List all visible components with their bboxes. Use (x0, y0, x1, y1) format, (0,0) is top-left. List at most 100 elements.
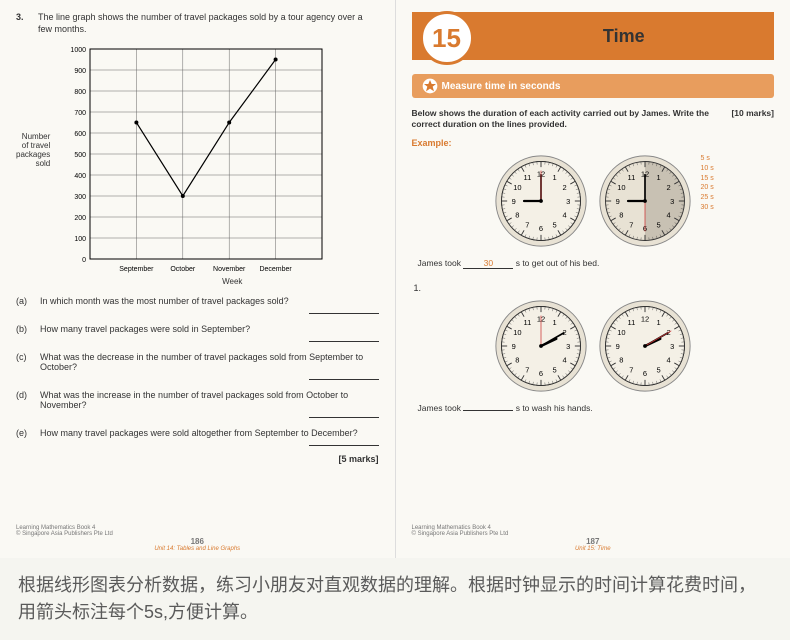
svg-text:600: 600 (75, 131, 87, 138)
chapter-header: 15 Time (412, 12, 775, 60)
svg-text:4: 4 (666, 211, 670, 220)
page-footer-right: Learning Mathematics Book 4 © Singapore … (412, 525, 775, 552)
subq-text: What was the decrease in the number of t… (40, 352, 379, 380)
svg-text:200: 200 (75, 215, 87, 222)
svg-text:5: 5 (656, 221, 660, 230)
svg-text:11: 11 (627, 173, 635, 182)
svg-text:5: 5 (552, 221, 556, 230)
svg-text:10: 10 (513, 183, 521, 192)
svg-text:3: 3 (566, 342, 570, 351)
svg-text:2: 2 (666, 183, 670, 192)
answer-post: s to wash his hands. (516, 403, 593, 413)
svg-text:4: 4 (562, 356, 566, 365)
svg-text:800: 800 (75, 89, 87, 96)
subq-text: In which month was the most number of tr… (40, 296, 379, 314)
marks-label: [5 marks] (16, 454, 379, 464)
svg-text:0: 0 (82, 257, 86, 264)
answer-blank-filled: 30 (463, 258, 513, 269)
example-clocks: 1234567891011121234567891011125 s10 s15 … (412, 154, 775, 250)
svg-text:8: 8 (619, 356, 623, 365)
svg-text:3: 3 (670, 342, 674, 351)
svg-text:9: 9 (511, 197, 515, 206)
svg-text:1: 1 (656, 173, 660, 182)
svg-text:12: 12 (641, 315, 649, 324)
subq-letter: (d) (16, 390, 34, 418)
caption-text: 根据线形图表分析数据，练习小朋友对直观数据的理解。根据时钟显示的时间计算花费时间… (0, 558, 790, 640)
answer-line (309, 304, 379, 314)
svg-text:10: 10 (617, 328, 625, 337)
instruction-text: Below shows the duration of each activit… (412, 108, 732, 130)
svg-text:7: 7 (525, 221, 529, 230)
subq-text: What was the increase in the number of t… (40, 390, 379, 418)
chapter-title: Time (474, 26, 775, 47)
svg-text:September: September (120, 266, 155, 273)
section-bar: Measure time in seconds (412, 74, 775, 98)
q1-clocks: 123456789101112123456789101112 (412, 299, 775, 395)
svg-text:400: 400 (75, 173, 87, 180)
svg-text:900: 900 (75, 68, 87, 75)
svg-text:6: 6 (539, 224, 543, 233)
question-number: 3. (16, 12, 30, 35)
svg-text:11: 11 (523, 318, 531, 327)
answer-pre: James took (418, 258, 464, 268)
svg-text:300: 300 (75, 194, 87, 201)
subq-text: How many travel packages were sold altog… (40, 428, 379, 446)
answer-post: s to get out of his bed. (516, 258, 600, 268)
example-answer: James took 30 s to get out of his bed. (418, 258, 775, 269)
answer-line (309, 408, 379, 418)
svg-text:6: 6 (643, 369, 647, 378)
svg-text:October: October (171, 266, 197, 273)
x-axis-label: Week (86, 277, 379, 286)
answer-pre: James took (418, 403, 464, 413)
svg-text:1: 1 (656, 318, 660, 327)
q1-number: 1. (414, 283, 775, 293)
subq-text: How many travel packages were sold in Se… (40, 324, 379, 342)
svg-text:3: 3 (670, 197, 674, 206)
svg-text:2: 2 (562, 183, 566, 192)
subq-letter: (c) (16, 352, 34, 380)
svg-text:10: 10 (513, 328, 521, 337)
svg-text:7: 7 (525, 366, 529, 375)
svg-text:8: 8 (515, 356, 519, 365)
clock-face: 123456789101112 (598, 154, 692, 248)
svg-text:5: 5 (656, 366, 660, 375)
svg-text:7: 7 (629, 221, 633, 230)
right-page: 15 Time Measure time in seconds Below sh… (396, 0, 790, 558)
section-title: Measure time in seconds (442, 81, 561, 92)
subq-letter: (a) (16, 296, 34, 314)
chapter-number-badge: 15 (420, 11, 474, 65)
answer-blank-empty (463, 410, 513, 411)
svg-text:500: 500 (75, 152, 87, 159)
svg-text:1: 1 (552, 318, 556, 327)
svg-text:November: November (213, 266, 246, 273)
svg-text:9: 9 (615, 342, 619, 351)
second-markers: 5 s10 s15 s20 s25 s30 s (701, 154, 714, 213)
svg-text:6: 6 (539, 369, 543, 378)
answer-line (309, 370, 379, 380)
page-number: 186 (16, 537, 379, 546)
q1-answer: James took s to wash his hands. (418, 403, 775, 413)
unit-label: Unit 15: Time (412, 546, 775, 552)
subq-letter: (e) (16, 428, 34, 446)
book-spread: 3. The line graph shows the number of tr… (0, 0, 790, 558)
clock-face: 123456789101112 (494, 154, 588, 248)
line-chart: Numberof travelpackagessold 010020030040… (16, 43, 379, 277)
svg-text:1000: 1000 (71, 47, 87, 54)
svg-text:11: 11 (523, 173, 531, 182)
instruction-row: Below shows the duration of each activit… (412, 108, 775, 130)
unit-label: Unit 14: Tables and Line Graphs (16, 546, 379, 552)
svg-text:9: 9 (615, 197, 619, 206)
svg-text:11: 11 (627, 318, 635, 327)
question-text: The line graph shows the number of trave… (38, 12, 379, 35)
svg-text:100: 100 (75, 236, 87, 243)
svg-text:3: 3 (566, 197, 570, 206)
svg-text:8: 8 (515, 211, 519, 220)
clock-face: 123456789101112 (598, 299, 692, 393)
svg-text:8: 8 (619, 211, 623, 220)
svg-text:9: 9 (511, 342, 515, 351)
instruction-marks: [10 marks] (731, 108, 774, 130)
svg-text:1: 1 (552, 173, 556, 182)
sub-questions: (a) In which month was the most number of… (16, 296, 379, 446)
left-page: 3. The line graph shows the number of tr… (0, 0, 396, 558)
svg-text:4: 4 (562, 211, 566, 220)
